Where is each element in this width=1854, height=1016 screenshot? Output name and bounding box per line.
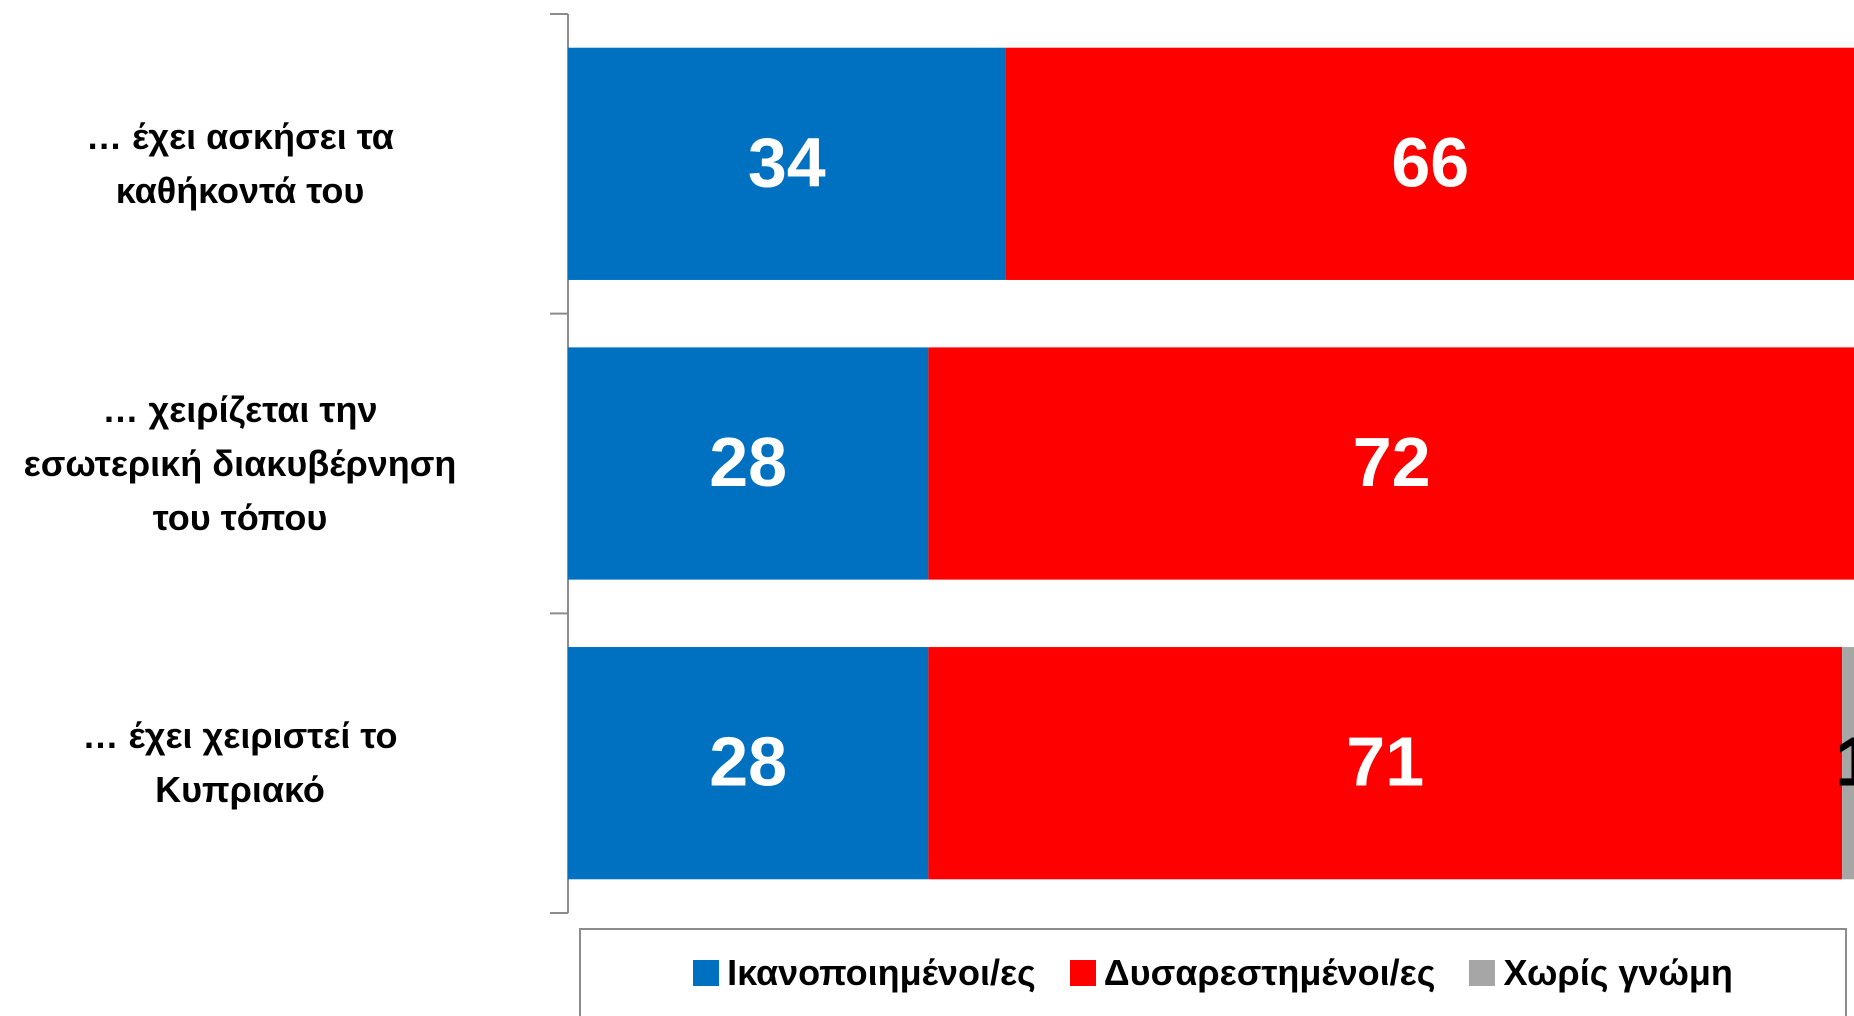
data-label: 72 (1353, 423, 1431, 501)
data-label: 28 (709, 723, 787, 801)
bar-segment (568, 347, 929, 580)
legend-swatch (693, 960, 720, 986)
legend-swatch (1469, 960, 1496, 986)
legend-label: Ικανοποιημένοι/ες (727, 952, 1036, 993)
data-label: 71 (1346, 723, 1424, 801)
category-label: … χειρίζεται την εσωτερική διακυβέρνηση … (23, 388, 457, 538)
legend-label: Δυσαρεστημένοι/ες (1103, 952, 1436, 993)
legend-label: Χωρίς γνώμη (1503, 952, 1733, 993)
legend: Ικανοποιημένοι/ες Δυσαρεστημένοι/ες Χωρίς … (579, 928, 1847, 1016)
data-label: 34 (748, 123, 826, 201)
data-label: 1 (1835, 723, 1854, 801)
legend-item: Δυσαρεστημένοι/ες (1069, 952, 1436, 994)
data-label: 66 (1391, 123, 1469, 201)
legend-swatch (1069, 960, 1096, 986)
legend-item: Ικανοποιημένοι/ες (693, 952, 1036, 994)
bar-segment (568, 647, 929, 880)
legend-item: Χωρίς γνώμη (1469, 952, 1733, 994)
data-label: 28 (709, 423, 787, 501)
category-label: … έχει ασκήσει τα καθήκοντά του (86, 115, 394, 211)
bar-segment (928, 647, 1843, 880)
bar-segment (1005, 47, 1854, 280)
bar-segment (568, 47, 1006, 280)
category-label: … έχει χειριστεί το Κυπριακό (82, 715, 398, 811)
bar-segment (928, 347, 1854, 580)
bar-segment (1842, 647, 1854, 880)
